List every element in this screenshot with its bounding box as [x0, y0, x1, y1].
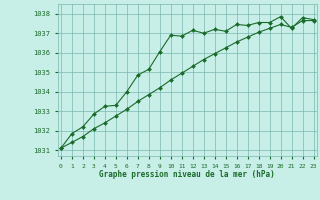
- X-axis label: Graphe pression niveau de la mer (hPa): Graphe pression niveau de la mer (hPa): [99, 170, 275, 179]
